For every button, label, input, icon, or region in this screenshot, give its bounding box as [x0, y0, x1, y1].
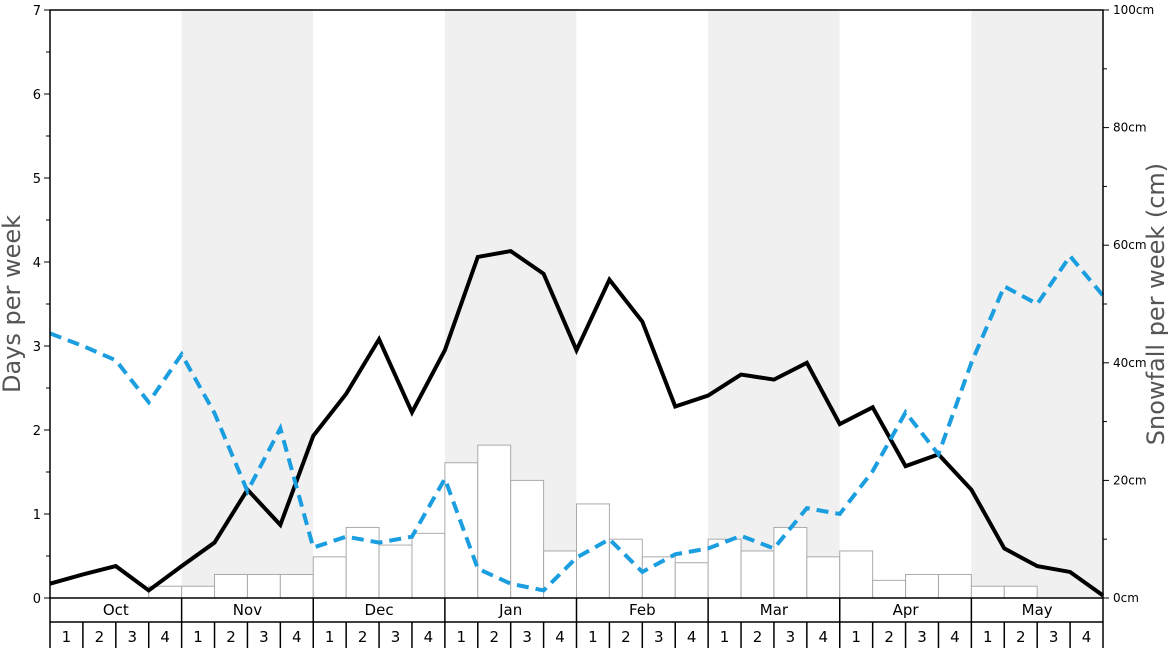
week-label: 1 — [457, 628, 467, 646]
snowfall-bar — [674, 562, 709, 599]
left-tick-label: 2 — [33, 424, 41, 439]
left-axis-title: Days per week — [0, 215, 26, 393]
snowfall-bar — [740, 550, 775, 599]
week-label: 3 — [522, 628, 532, 646]
snowfall-bar — [839, 550, 874, 599]
week-label: 2 — [489, 628, 499, 646]
left-tick-label: 6 — [33, 88, 41, 103]
week-label: 2 — [358, 628, 368, 646]
snowfall-bar — [510, 479, 545, 599]
month-label: Feb — [629, 601, 656, 619]
month-band — [971, 10, 1103, 598]
month-label: May — [1022, 601, 1053, 619]
snowfall-bar — [246, 573, 281, 599]
month-band — [181, 10, 314, 598]
week-label: 2 — [621, 628, 631, 646]
left-tick-label: 3 — [33, 340, 41, 355]
left-tick-label: 5 — [33, 172, 41, 187]
snowfall-bar — [905, 573, 939, 599]
snowfall-bar — [181, 585, 216, 599]
week-label: 3 — [391, 628, 401, 646]
left-tick-label: 7 — [33, 4, 41, 19]
week-label: 4 — [1082, 628, 1092, 646]
right-tick-label: 0cm — [1113, 591, 1139, 605]
month-label: Nov — [233, 601, 262, 619]
snowfall-bar — [279, 573, 314, 599]
snowfall-bar — [773, 526, 808, 599]
week-label: 2 — [884, 628, 894, 646]
week-label: 2 — [95, 628, 105, 646]
month-band — [50, 10, 182, 598]
month-label: Oct — [103, 601, 129, 619]
week-label: 3 — [654, 628, 664, 646]
solid-line-series — [49, 248, 1105, 598]
snowfall-bar — [1003, 585, 1038, 599]
week-label: 3 — [259, 628, 269, 646]
snowfall-bar — [378, 544, 413, 599]
snowfall-bar — [872, 579, 907, 599]
week-label: 4 — [819, 628, 829, 646]
left-tick-label: 4 — [33, 256, 41, 271]
right-axis-title: Snowfall per week (cm) — [1142, 163, 1168, 445]
month-band — [313, 10, 445, 598]
snowfall-bar — [806, 556, 841, 599]
snowfall-bar — [576, 503, 610, 599]
week-row: 1 2 3 4 1 2 3 4 1 2 3 4 1 2 3 4 1 2 3 4 1 2 3 4 1 2 3 4 1 2 3 4 — [49, 622, 1104, 648]
week-label: 3 — [1049, 628, 1059, 646]
left-tick-label: 1 — [33, 508, 41, 523]
snowfall-bars — [148, 444, 1038, 599]
snowfall-bar — [214, 573, 248, 599]
week-label: 1 — [851, 628, 861, 646]
snowfall-bar — [937, 573, 972, 599]
week-label: 3 — [917, 628, 927, 646]
week-label: 4 — [950, 628, 960, 646]
month-label: Apr — [893, 601, 920, 619]
snowfall-bar — [444, 462, 479, 599]
snowfall-bar — [970, 585, 1005, 599]
right-axis: 0cm 20cm 40cm 60cm 80cm 100cm — [1103, 3, 1154, 605]
week-label: 1 — [325, 628, 335, 646]
week-label: 3 — [127, 628, 137, 646]
week-label: 4 — [160, 628, 170, 646]
line-series — [49, 248, 1105, 598]
week-label: 1 — [193, 628, 203, 646]
right-tick-label: 40cm — [1113, 356, 1147, 370]
snowfall-bar — [543, 550, 577, 599]
week-label: 3 — [786, 628, 796, 646]
month-band — [839, 10, 972, 598]
week-label: 4 — [292, 628, 302, 646]
month-label: Mar — [760, 601, 789, 619]
snowfall-bar — [411, 532, 446, 599]
month-band — [708, 10, 840, 598]
left-axis: 0 1 2 3 4 5 6 7 — [33, 4, 50, 607]
snowfall-bar — [312, 556, 347, 599]
week-label: 1 — [983, 628, 993, 646]
month-label: Jan — [498, 601, 522, 619]
week-label: 2 — [1016, 628, 1026, 646]
week-label: 2 — [226, 628, 236, 646]
week-label: 1 — [62, 628, 72, 646]
week-label: 2 — [753, 628, 763, 646]
week-label: 4 — [687, 628, 697, 646]
dashed-line-series — [49, 252, 1105, 593]
right-tick-label: 80cm — [1113, 121, 1147, 135]
week-label: 4 — [424, 628, 434, 646]
right-tick-label: 60cm — [1113, 238, 1147, 252]
right-tick-label: 20cm — [1113, 473, 1147, 487]
month-row: Oct Nov Dec Jan Feb Mar Apr May — [49, 598, 1104, 623]
right-tick-label: 100cm — [1113, 3, 1154, 17]
week-label: 1 — [720, 628, 730, 646]
left-tick-label: 0 — [33, 592, 41, 607]
snowfall-bar — [477, 444, 512, 599]
month-label: Dec — [365, 601, 394, 619]
snowfall-bar — [608, 538, 643, 599]
week-label: 1 — [588, 628, 598, 646]
week-label: 4 — [555, 628, 565, 646]
